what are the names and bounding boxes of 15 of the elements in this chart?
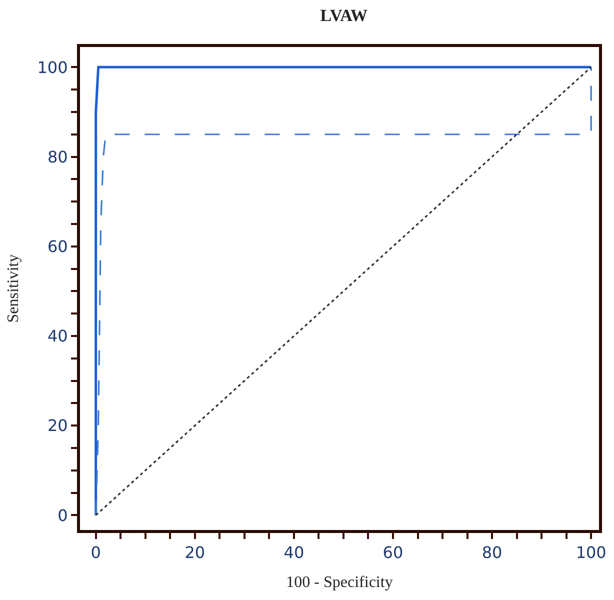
y-tick-label: 40 — [47, 326, 68, 346]
x-tick-label: 80 — [482, 543, 502, 562]
y-tick-label: 100 — [37, 58, 68, 77]
y-tick-label: 60 — [47, 236, 68, 256]
x-tick-label: 20 — [184, 543, 206, 562]
x-tick-label: 0 — [90, 543, 101, 562]
y-axis-title: Sensitivity — [5, 254, 22, 323]
y-tick-label: 80 — [47, 147, 68, 166]
x-axis-title: 100 - Specificity — [286, 574, 393, 591]
y-tick-label: 20 — [47, 416, 68, 436]
x-tick-label: 100 — [576, 543, 606, 562]
x-tick-label: 40 — [284, 543, 304, 562]
y-tick-label: 0 — [58, 506, 68, 525]
chart-title: LVAW — [320, 6, 368, 25]
x-tick-label: 60 — [382, 543, 404, 562]
